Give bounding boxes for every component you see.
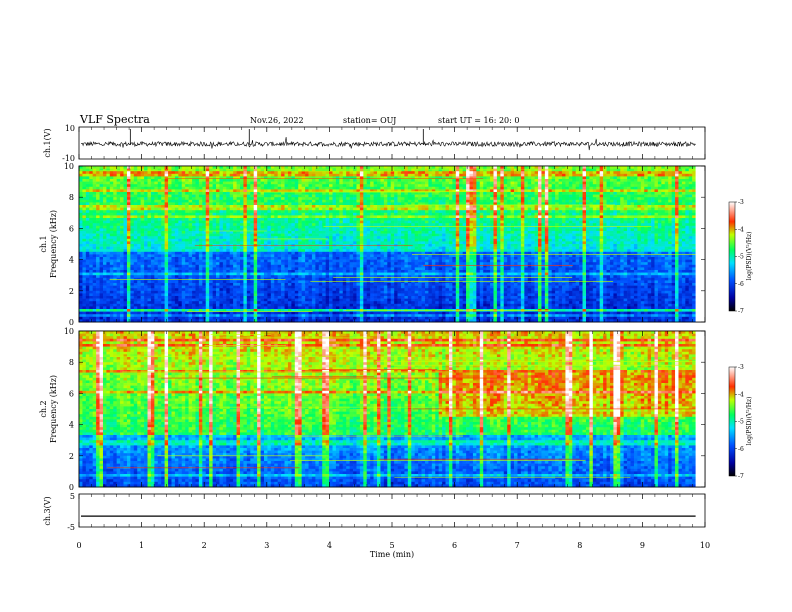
colorbar1-tick-2: -5: [738, 254, 744, 261]
ch1-waveform-panel: 10 -10 ch.1(V): [43, 124, 705, 163]
x-tick-8: 8: [577, 541, 582, 550]
station-label: station= OUJ: [343, 116, 396, 125]
ch3-ytick-bottom: -5: [67, 523, 75, 532]
ch2-colorbar: -3 -4 -5 -6 -7 log(PSD)(V²/Hz): [729, 364, 753, 480]
spec2-ytick-3: 6: [69, 389, 74, 398]
ch1-ylabel: ch.1(V): [43, 128, 52, 157]
colorbar1-tick-3: -6: [738, 281, 744, 288]
date-label: Nov.26, 2022: [250, 116, 304, 125]
colorbar1-tick-0: -3: [738, 199, 744, 206]
ch2-spectrogram-panel: 0 2 4 6 8 10 ch.2 Frequency (kHz): [39, 327, 705, 492]
spec1-ytick-3: 6: [69, 224, 74, 233]
x-tick-3: 3: [264, 541, 269, 550]
ch2-spectrogram-ylabel-channel: ch.2: [39, 400, 48, 417]
ch2-spectrogram-ylabel: Frequency (kHz): [49, 375, 58, 443]
colorbar2-tick-3: -6: [738, 446, 744, 453]
spec1-ytick-0: 0: [69, 318, 74, 327]
ch2-colorbar-label: log(PSD)(V²/Hz): [746, 397, 753, 446]
x-tick-10: 10: [700, 541, 710, 550]
start-time-label: start UT = 16: 20: 0: [438, 116, 519, 125]
ch1-colorbar: -3 -4 -5 -6 -7 log(PSD)(V²/Hz): [729, 199, 753, 315]
colorbar2-tick-1: -4: [738, 391, 744, 398]
colorbar2-tick-0: -3: [738, 364, 744, 371]
x-tick-5: 5: [389, 541, 394, 550]
spec1-ytick-1: 2: [69, 287, 74, 296]
ch3-waveform-panel: 5 -5 ch.3(V): [43, 492, 705, 532]
spec2-ytick-5: 10: [64, 327, 74, 336]
colorbar1-tick-1: -4: [738, 226, 744, 233]
x-axis-label: Time (min): [370, 550, 414, 559]
spec2-ytick-0: 0: [69, 483, 74, 492]
spec2-ytick-1: 2: [69, 452, 74, 461]
spec2-ytick-2: 4: [69, 421, 74, 430]
x-tick-1: 1: [139, 541, 144, 550]
x-tick-2: 2: [202, 541, 207, 550]
ch1-spectrogram-image: [79, 166, 705, 322]
spec1-ytick-2: 4: [69, 256, 74, 265]
x-tick-6: 6: [452, 541, 457, 550]
colorbar1-tick-4: -7: [738, 308, 744, 315]
ch3-ylabel: ch.3(V): [43, 496, 52, 525]
ch2-spectrogram-image: [79, 331, 705, 487]
ch1-spectrogram-ylabel: Frequency (kHz): [49, 210, 58, 278]
colorbar2-tick-2: -5: [738, 419, 744, 426]
ch1-spectrogram-ylabel-channel: ch.1: [39, 235, 48, 252]
x-tick-7: 7: [515, 541, 520, 550]
x-tick-4: 4: [327, 541, 332, 550]
ch2-colorbar-scale: [729, 367, 735, 476]
spec2-ytick-4: 8: [69, 358, 74, 367]
ch1-ytick-top: 10: [65, 124, 75, 133]
x-tick-9: 9: [640, 541, 645, 550]
ch1-colorbar-scale: [729, 202, 735, 311]
ch3-ytick-top: 5: [70, 492, 75, 501]
ch1-colorbar-label: log(PSD)(V²/Hz): [746, 232, 753, 281]
ch1-spectrogram-panel: 0 2 4 6 8 10 ch.1 Frequency (kHz): [39, 162, 705, 327]
spec1-ytick-4: 8: [69, 193, 74, 202]
x-tick-0: 0: [76, 541, 81, 550]
colorbar2-tick-4: -7: [738, 473, 744, 480]
spec1-ytick-5: 10: [64, 162, 74, 171]
figure-title: VLF Spectra: [79, 113, 150, 126]
